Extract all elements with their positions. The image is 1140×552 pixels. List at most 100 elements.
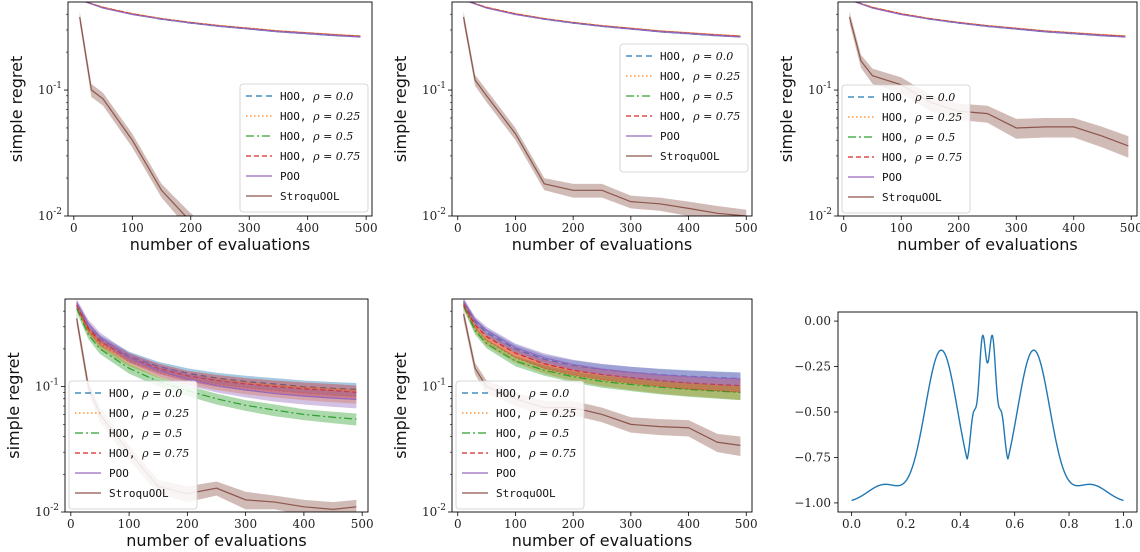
x-tick-label: 300 (234, 517, 257, 531)
plot-area (462, 2, 747, 216)
x-tick-label: 0.0 (842, 517, 861, 531)
series-line (848, 16, 1129, 147)
legend-label: HOO, ρ = 0.0 (280, 90, 353, 103)
x-tick-label: 200 (179, 221, 202, 235)
x-axis-title: number of evaluations (897, 235, 1078, 254)
y-tick-label: 10-2 (35, 503, 59, 519)
series-band (84, 2, 361, 38)
legend-label: HOO, ρ = 0.0 (882, 91, 955, 104)
legend-label: HOO, ρ = 0.75 (660, 110, 740, 123)
series-band (468, 2, 741, 38)
series-line (84, 2, 361, 38)
series-band (854, 2, 1126, 38)
y-axis-title: simple regret (391, 56, 410, 162)
series-line (851, 334, 1124, 502)
legend-frame (68, 380, 198, 510)
y-tick-label: −0.75 (794, 450, 831, 464)
y-tick-label: 10-1 (422, 378, 446, 394)
series-line (468, 2, 741, 37)
series-band (84, 2, 361, 38)
series-line (76, 308, 357, 420)
x-tick-label: 1.0 (1114, 517, 1133, 531)
legend-frame (455, 380, 585, 510)
y-axis-title: simple regret (7, 56, 26, 162)
legend-label: StroquOOL (660, 150, 720, 163)
y-axis-title: simple regret (391, 352, 410, 458)
series-line (76, 304, 357, 391)
x-axis-title: number of evaluations (130, 235, 311, 254)
x-tick-label: 0 (840, 221, 848, 235)
y-tick-label: 10-2 (38, 207, 62, 223)
panel-p3: 0 100 200 300 400 500 10-2 10-1 number of evalua… (777, 1, 1140, 254)
series-band (84, 2, 361, 38)
x-tick-label: 400 (292, 517, 315, 531)
x-tick-label: 100 (118, 517, 141, 531)
series-band (76, 304, 357, 426)
x-tick-label: 500 (1120, 221, 1140, 235)
axes-frame (67, 1, 373, 217)
x-tick-label: 400 (677, 221, 700, 235)
y-tick-label: −0.25 (794, 360, 831, 374)
x-tick-label: 300 (619, 221, 642, 235)
legend-label: POO (660, 130, 680, 143)
x-tick-label: 0 (67, 517, 75, 531)
legend-label: HOO, ρ = 0.25 (109, 407, 189, 420)
legend-label: HOO, ρ = 0.5 (660, 90, 733, 103)
x-tick-label: 200 (947, 221, 970, 235)
series-line (467, 2, 741, 38)
legend-label: HOO, ρ = 0.0 (109, 387, 182, 400)
x-axis-title: number of evaluations (512, 531, 693, 550)
plot-area (848, 2, 1129, 158)
series-line (84, 2, 361, 38)
panel-p1: 0 100 200 300 400 500 10-2 10-1 number of evalua… (7, 1, 378, 254)
legend-label: POO (496, 467, 516, 480)
legend-label: HOO, ρ = 0.0 (496, 387, 569, 400)
x-tick-label: 0 (454, 517, 462, 531)
series-band (854, 2, 1126, 37)
series-line (853, 2, 1126, 38)
series-band (84, 2, 361, 38)
series-line (462, 304, 741, 393)
x-tick-label: 400 (1062, 221, 1085, 235)
legend-label: POO (882, 171, 902, 184)
legend-label: HOO, ρ = 0.5 (496, 427, 569, 440)
x-tick-label: 400 (677, 517, 700, 531)
x-tick-label: 100 (121, 221, 144, 235)
legend-label: HOO, ρ = 0.25 (496, 407, 576, 420)
series-line (853, 2, 1126, 38)
axes-frame (837, 311, 1138, 513)
y-tick-label: 10-1 (808, 81, 832, 97)
series-line (467, 2, 741, 38)
series-band (468, 2, 741, 38)
x-tick-label: 200 (562, 221, 585, 235)
series-band (854, 2, 1126, 38)
x-tick-label: 500 (735, 221, 758, 235)
x-tick-label: 200 (562, 517, 585, 531)
legend-label: HOO, ρ = 0.5 (109, 427, 182, 440)
panel-p5: 0 100 200 300 400 500 10-2 10-1 number of evalua… (391, 298, 758, 550)
series-line (467, 2, 741, 38)
series-line (84, 2, 361, 38)
legend-label: HOO, ρ = 0.0 (660, 50, 733, 63)
x-tick-label: 0.4 (951, 517, 970, 531)
series-line (853, 2, 1126, 38)
legend-label: POO (109, 467, 129, 480)
plot-area (79, 2, 361, 216)
legend-label: HOO, ρ = 0.75 (882, 151, 962, 164)
series-line (462, 305, 741, 393)
legend-label: HOO, ρ = 0.5 (882, 131, 955, 144)
axes-frame (64, 298, 369, 513)
series-line (76, 304, 357, 393)
legend-frame (619, 43, 749, 173)
legend-label: StroquOOL (496, 487, 556, 500)
x-axis-title: number of evaluations (512, 235, 693, 254)
series-band (854, 2, 1126, 38)
legend-label: POO (280, 170, 300, 183)
series-band (854, 2, 1126, 38)
x-tick-label: 0.2 (896, 517, 915, 531)
legend: HOO, ρ = 0.0 HOO, ρ = 0.25 HOO, ρ = 0.5 HOO… (68, 380, 198, 510)
panel-p2: 0 100 200 300 400 500 10-2 10-1 number of evalua… (391, 1, 758, 254)
axes-frame (451, 1, 753, 217)
x-tick-label: 0.6 (1005, 517, 1024, 531)
